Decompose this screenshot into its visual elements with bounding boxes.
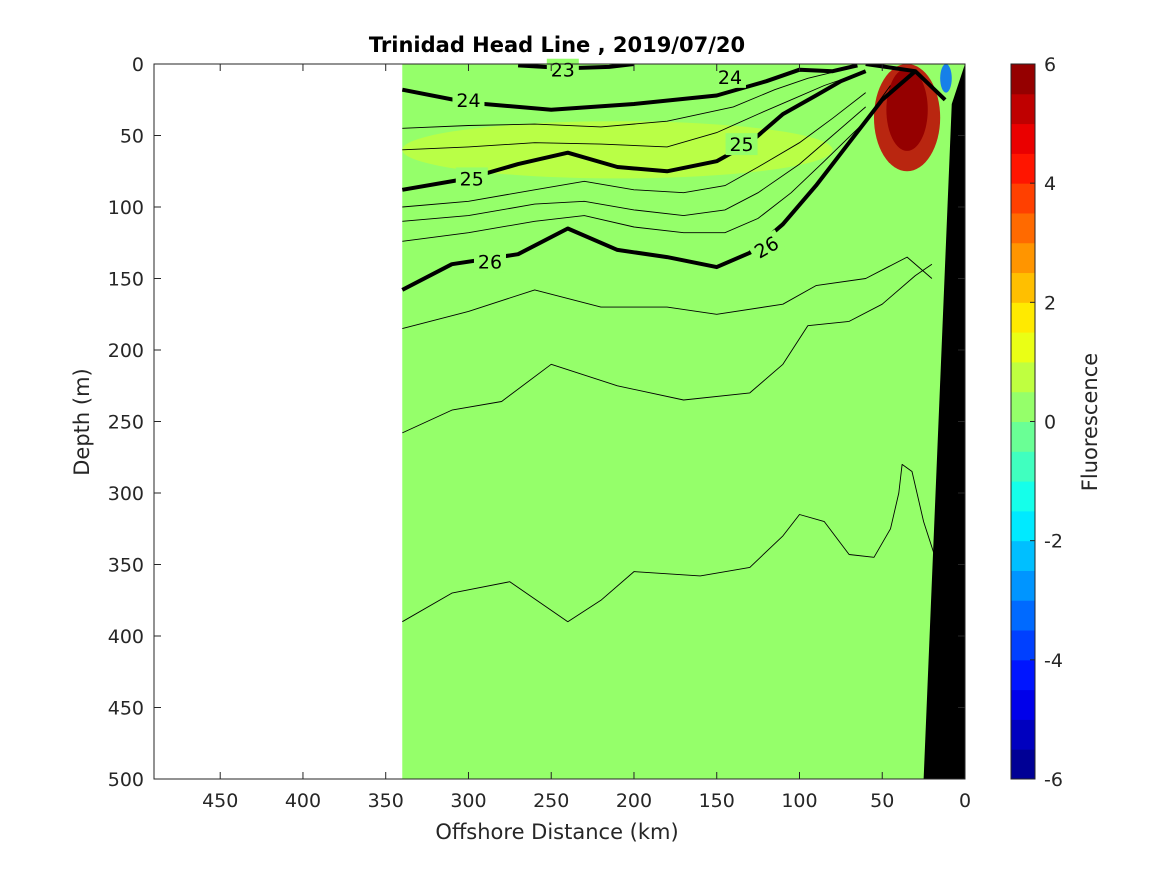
x-tick-label: 350 xyxy=(368,790,404,812)
contour-label-bg xyxy=(725,133,758,156)
x-tick-label: 250 xyxy=(533,790,569,812)
colorbar-tick-label: 6 xyxy=(1044,54,1056,76)
y-tick-label: 150 xyxy=(108,269,144,291)
contour-label-23: 23 xyxy=(551,60,575,82)
colorbar-tick-label: -2 xyxy=(1044,531,1063,553)
colorbar-swatch xyxy=(1011,302,1035,333)
bottom-topography xyxy=(923,64,965,779)
field-patch-surface-high xyxy=(402,121,833,179)
colorbar-swatch xyxy=(1011,242,1035,274)
contour-line-25-3 xyxy=(401,69,867,192)
x-tick-label: 450 xyxy=(202,790,238,812)
colorbar-swatch xyxy=(1011,421,1035,452)
contour-label-bg xyxy=(473,250,506,273)
contour-label-24: 24 xyxy=(718,67,742,89)
contour-line-thin-0 xyxy=(402,67,850,129)
contour-line-thin-3 xyxy=(402,106,866,222)
colorbar-tick-label: -6 xyxy=(1044,769,1063,791)
colorbar-ticks: 6 4 2 0 -2 -4 -6 xyxy=(1030,54,1063,791)
contour-label-bg xyxy=(713,65,746,88)
y-tick-label: 500 xyxy=(108,769,144,791)
contour-label-bg xyxy=(452,88,485,111)
contour-line-thin-1 xyxy=(402,73,858,151)
contour-line-thin-2 xyxy=(402,92,866,208)
x-axis-label: Offshore Distance (km) xyxy=(435,820,678,844)
y-axis: 0 50 100 150 200 250 300 350 400 450 500 xyxy=(108,54,965,791)
contour-label-26: 26 xyxy=(478,251,502,273)
colorbar-swatch xyxy=(1011,689,1035,720)
colorbar: 6 4 2 0 -2 -4 -6 xyxy=(1010,54,1063,791)
y-tick-label: 400 xyxy=(108,626,144,648)
field-patch-nearshore-surface-low xyxy=(940,64,952,93)
contour-line-thin-4 xyxy=(402,85,891,242)
x-tick-label: 0 xyxy=(959,790,971,812)
colorbar-swatch xyxy=(1011,749,1035,780)
contour-label-24: 24 xyxy=(456,90,480,112)
y-tick-label: 100 xyxy=(108,197,144,219)
density-contours xyxy=(401,64,947,623)
contour-line-23-0 xyxy=(517,64,635,71)
colorbar-swatch xyxy=(1011,212,1035,244)
x-tick-label: 100 xyxy=(781,790,817,812)
colorbar-label: Fluorescence xyxy=(1078,353,1102,491)
colorbar-swatch xyxy=(1011,600,1035,631)
contour-line-thin-6 xyxy=(402,263,933,434)
colorbar-swatch xyxy=(1011,719,1035,750)
colorbar-swatch xyxy=(1011,93,1035,125)
contour-label-25: 25 xyxy=(460,168,484,190)
y-tick-label: 200 xyxy=(108,340,144,362)
contour-line-thin-7 xyxy=(402,463,936,623)
field-background xyxy=(402,64,965,779)
colorbar-swatch xyxy=(1011,361,1035,393)
colorbar-tick-label: 0 xyxy=(1044,412,1056,434)
x-tick-label: 400 xyxy=(285,790,321,812)
colorbar-swatch xyxy=(1011,123,1035,154)
colorbar-swatch xyxy=(1011,451,1035,482)
y-tick-label: 50 xyxy=(120,126,144,148)
x-tick-label: 300 xyxy=(450,790,486,812)
colorbar-swatch xyxy=(1011,153,1035,184)
colorbar-swatch xyxy=(1011,630,1035,661)
y-tick-label: 450 xyxy=(108,698,144,720)
x-axis: 450 400 350 300 250 200 150 100 50 0 xyxy=(202,64,971,812)
fluorescence-field xyxy=(402,64,965,779)
colorbar-swatch xyxy=(1011,659,1035,691)
colorbar-swatch xyxy=(1011,272,1035,303)
colorbar-tick-label: -4 xyxy=(1044,650,1063,672)
contour-label-25: 25 xyxy=(729,134,753,156)
y-tick-label: 0 xyxy=(132,54,144,76)
chart-title: Trinidad Head Line , 2019/07/20 xyxy=(369,33,745,57)
colorbar-swatches xyxy=(1011,64,1035,780)
contour-line-26-4 xyxy=(401,69,917,292)
colorbar-swatch xyxy=(1011,540,1035,571)
colorbar-swatch xyxy=(1011,64,1035,95)
colorbar-swatch xyxy=(1011,332,1035,363)
y-tick-label: 350 xyxy=(108,555,144,577)
y-axis-label: Depth (m) xyxy=(70,368,94,475)
colorbar-swatch xyxy=(1011,510,1035,542)
contour-line-thin-5 xyxy=(402,256,933,330)
contour-label-bg xyxy=(747,229,786,265)
colorbar-swatch xyxy=(1011,481,1035,512)
colorbar-swatch xyxy=(1011,183,1035,214)
contour-label-bg xyxy=(455,167,488,190)
colorbar-swatch xyxy=(1011,391,1035,422)
y-tick-label: 300 xyxy=(108,483,144,505)
colorbar-swatch xyxy=(1011,570,1035,601)
x-tick-label: 150 xyxy=(699,790,735,812)
x-tick-label: 50 xyxy=(870,790,894,812)
contour-line-24-1 xyxy=(401,64,858,112)
colorbar-tick-label: 2 xyxy=(1044,292,1056,314)
y-tick-label: 250 xyxy=(108,412,144,434)
colorbar-tick-label: 4 xyxy=(1044,173,1056,195)
x-tick-label: 200 xyxy=(616,790,652,812)
